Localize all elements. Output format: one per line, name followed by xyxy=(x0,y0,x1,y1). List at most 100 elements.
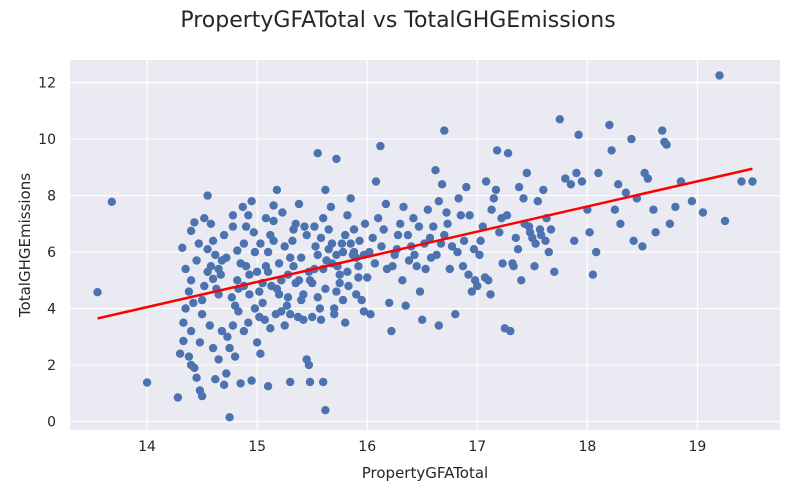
data-point xyxy=(349,247,359,257)
data-point xyxy=(247,376,256,385)
data-point xyxy=(511,233,520,243)
data-point xyxy=(555,115,564,124)
data-point xyxy=(214,355,223,364)
data-point xyxy=(539,185,548,195)
data-point xyxy=(481,177,491,186)
data-point xyxy=(541,236,550,245)
data-point xyxy=(297,253,306,262)
x-axis-label: PropertyGFATotal xyxy=(362,464,488,482)
data-point xyxy=(227,293,236,302)
data-point xyxy=(480,273,490,282)
data-point xyxy=(252,267,262,276)
data-point xyxy=(208,343,218,353)
data-point xyxy=(305,377,315,387)
data-point xyxy=(476,236,485,245)
data-point xyxy=(178,243,187,252)
data-point xyxy=(517,276,526,285)
data-point xyxy=(293,312,303,322)
data-point xyxy=(447,242,457,251)
data-point xyxy=(533,197,542,206)
data-point xyxy=(355,236,364,245)
data-point xyxy=(443,219,452,228)
data-point xyxy=(338,247,348,257)
x-tick-label: 16 xyxy=(358,439,376,455)
data-point xyxy=(313,250,322,260)
data-point xyxy=(629,236,638,245)
data-point xyxy=(359,307,369,316)
data-point xyxy=(241,222,251,231)
data-point xyxy=(337,239,347,248)
data-point xyxy=(302,230,311,240)
data-point xyxy=(294,276,304,285)
data-point xyxy=(211,375,220,384)
data-point xyxy=(190,363,199,373)
data-point xyxy=(748,177,757,186)
data-point xyxy=(592,247,601,257)
data-point xyxy=(263,382,273,391)
data-point xyxy=(200,214,209,223)
data-point xyxy=(665,219,675,228)
data-point xyxy=(651,228,660,237)
data-point xyxy=(459,236,469,245)
data-point xyxy=(247,197,256,206)
data-point xyxy=(252,338,262,347)
y-tick-label: 2 xyxy=(47,358,56,374)
data-point xyxy=(327,239,337,248)
data-point xyxy=(393,230,403,240)
data-point xyxy=(335,278,344,288)
data-point xyxy=(720,216,730,226)
data-point xyxy=(588,270,598,279)
data-point xyxy=(175,349,185,358)
data-point xyxy=(308,312,317,322)
data-point xyxy=(250,304,260,313)
data-point xyxy=(616,219,625,228)
data-point xyxy=(376,141,385,151)
data-point xyxy=(321,284,330,293)
data-point xyxy=(241,262,251,271)
data-point xyxy=(310,222,319,231)
data-point xyxy=(605,120,614,130)
data-point xyxy=(357,295,366,305)
data-point xyxy=(464,270,473,279)
data-point xyxy=(239,326,249,336)
data-point xyxy=(412,262,421,271)
data-point xyxy=(223,332,232,341)
data-point xyxy=(267,281,276,291)
y-tick-label: 6 xyxy=(47,245,56,261)
data-point xyxy=(261,214,271,223)
data-point xyxy=(274,259,284,268)
data-point xyxy=(437,180,447,189)
data-point xyxy=(570,236,579,245)
data-point xyxy=(311,242,320,251)
data-point xyxy=(403,230,413,240)
data-point xyxy=(418,315,427,324)
data-point xyxy=(401,301,410,310)
y-tick-label: 4 xyxy=(47,302,56,318)
data-point xyxy=(316,315,326,324)
data-point xyxy=(662,140,671,149)
data-point xyxy=(271,310,280,319)
data-point xyxy=(414,222,424,231)
data-point xyxy=(142,378,152,387)
data-point xyxy=(506,326,515,336)
data-point xyxy=(289,262,298,271)
data-point xyxy=(469,245,479,254)
data-point xyxy=(179,336,188,346)
data-point xyxy=(489,194,498,203)
chart-title: PropertyGFATotal vs TotalGHGEmissions xyxy=(180,8,615,33)
data-point xyxy=(321,185,330,195)
data-point xyxy=(509,262,518,271)
x-tick-label: 19 xyxy=(689,439,707,455)
data-point xyxy=(321,406,330,415)
data-point xyxy=(280,321,289,330)
data-point xyxy=(197,391,207,401)
data-point xyxy=(371,177,381,186)
data-point xyxy=(343,267,352,276)
data-point xyxy=(379,225,388,234)
data-point xyxy=(236,379,245,388)
data-point xyxy=(352,290,361,299)
data-point xyxy=(410,250,419,260)
data-point xyxy=(107,197,117,206)
data-point xyxy=(519,194,528,203)
